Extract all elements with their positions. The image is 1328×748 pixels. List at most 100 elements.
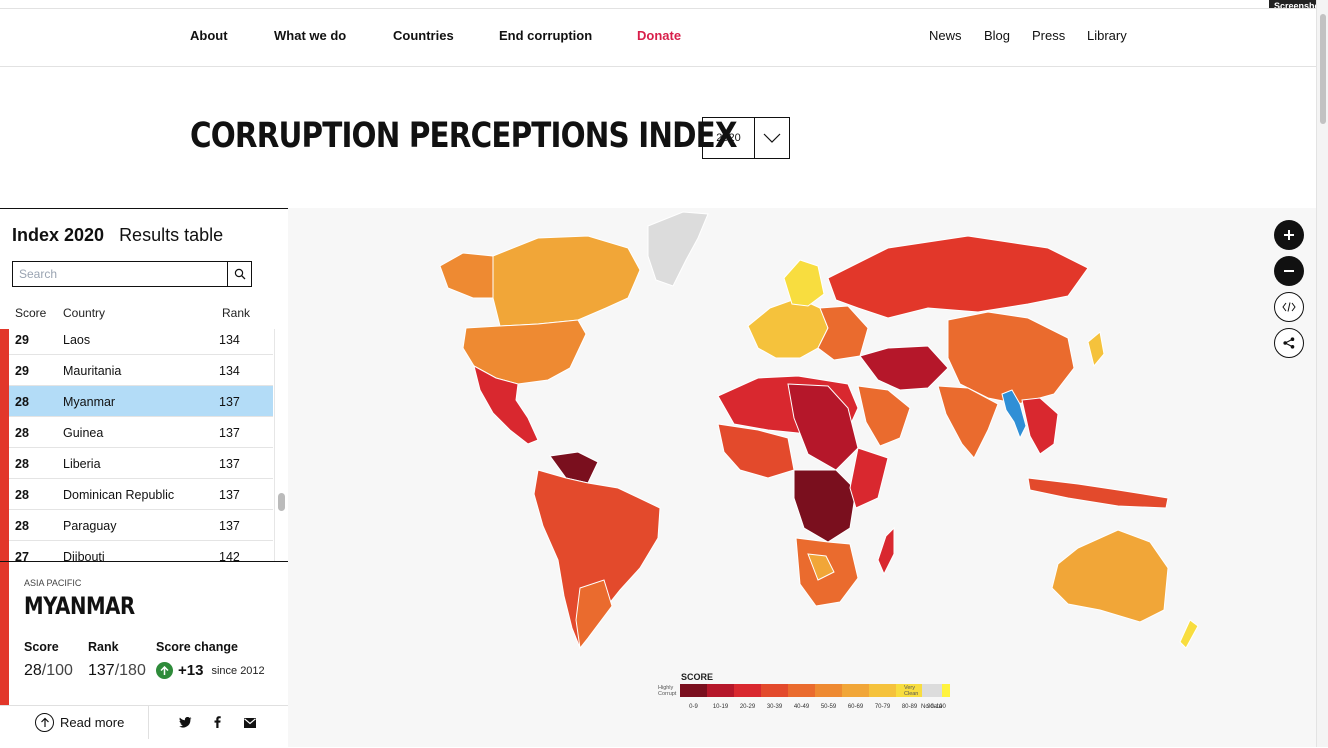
results-list: 29 Laos 134 29 Mauritania 134 28 Myanmar 137 2…: [0, 329, 288, 561]
twitter-icon[interactable]: [179, 715, 192, 733]
year-select-value: 2020: [703, 118, 755, 158]
table-row[interactable]: 28 Dominican Republic 137: [9, 479, 273, 510]
legend-swatch: [869, 684, 896, 697]
nav-countries[interactable]: Countries: [393, 28, 454, 43]
detail-footer: Read more: [0, 705, 288, 739]
page-title: CORRUPTION PERCEPTIONS INDEX: [190, 116, 738, 156]
results-panel: Index 2020 Results table Score Country R…: [0, 208, 288, 747]
table-row[interactable]: 27 Djibouti 142: [9, 541, 273, 561]
score-change-since: since 2012: [211, 664, 265, 677]
table-row[interactable]: 28 Liberia 137: [9, 448, 273, 479]
legend-swatch: [815, 684, 842, 697]
score-label: Score: [24, 640, 59, 654]
share-button[interactable]: [1274, 328, 1304, 358]
legend-swatch: [680, 684, 707, 697]
zoom-out-button[interactable]: [1274, 256, 1304, 286]
map-region-china: [947, 311, 1075, 405]
page-scrollbar-thumb[interactable]: [1320, 14, 1326, 124]
map-region-new-zealand: [1179, 619, 1199, 649]
legend-tick-label: 90-100: [927, 704, 946, 710]
map-region-mexico: [473, 365, 539, 445]
score-change-value: +13: [178, 662, 204, 679]
legend-swatch: [707, 684, 734, 697]
read-more-label: Read more: [60, 715, 125, 730]
nav-end-corruption[interactable]: End corruption: [499, 28, 593, 43]
list-scrollbar-thumb[interactable]: [278, 493, 285, 511]
legend-swatch: [842, 684, 869, 697]
map-region-libya-sudan: [787, 383, 859, 471]
main-nav: About What we do Countries End corruptio…: [0, 8, 1316, 67]
nav-news[interactable]: News: [929, 28, 962, 43]
map-region-russia: [827, 235, 1089, 319]
map-region-madagascar: [877, 526, 895, 576]
nav-about[interactable]: About: [190, 28, 228, 43]
facebook-icon[interactable]: [214, 715, 221, 733]
code-icon: [1282, 302, 1296, 312]
map-region-indonesia: [1027, 477, 1169, 509]
choropleth-map[interactable]: [288, 208, 1316, 668]
legend-swatch: [734, 684, 761, 697]
zoom-in-button[interactable]: [1274, 220, 1304, 250]
search-button[interactable]: [227, 262, 251, 286]
nav-press[interactable]: Press: [1032, 28, 1066, 43]
legend-ticks: 0-9 10-19 20-29 30-39 40-49 50-59 60-69 70-79 80…: [680, 704, 950, 710]
nav-what-we-do[interactable]: What we do: [274, 28, 347, 43]
region-label: ASIA PACIFIC: [24, 578, 82, 588]
table-row[interactable]: 29 Laos 134: [9, 329, 273, 355]
map-region-middle-east: [859, 345, 949, 391]
world-map[interactable]: SCORE Highly Corrupt Very Clean 0-9 10-19 20…: [288, 208, 1316, 747]
map-region-western-europe: [747, 297, 829, 359]
email-icon[interactable]: [244, 715, 256, 733]
footer-divider: [148, 706, 149, 739]
legend-no-data-label: No data: [921, 704, 943, 710]
legend-swatch: [788, 684, 815, 697]
map-region-greenland: [647, 211, 709, 287]
map-region-east-africa: [849, 447, 889, 509]
map-region-scandinavia: [783, 259, 825, 307]
map-region-chile: [575, 579, 613, 650]
nav-library[interactable]: Library: [1087, 28, 1127, 43]
plus-icon: [1284, 230, 1294, 240]
legend-no-data-swatch: [922, 684, 942, 697]
table-row[interactable]: 29 Mauritania 134: [9, 355, 273, 386]
table-row[interactable]: 28 Paraguay 137: [9, 510, 273, 541]
country-search: [12, 261, 252, 287]
rank-label: Rank: [88, 640, 119, 654]
column-header-rank[interactable]: Rank: [222, 306, 251, 320]
map-region-west-africa: [717, 423, 795, 479]
table-row[interactable]: 28 Guinea 137: [9, 417, 273, 448]
legend-tick-label: 30-39: [766, 704, 783, 710]
search-input[interactable]: [13, 262, 227, 286]
map-region-australia: [1051, 529, 1169, 623]
map-region-japan: [1087, 331, 1105, 368]
read-more-link[interactable]: Read more: [35, 713, 124, 732]
tab-results-table[interactable]: Results table: [119, 225, 224, 245]
embed-button[interactable]: [1274, 292, 1304, 322]
map-region-india: [937, 385, 999, 459]
legend-swatch: [761, 684, 788, 697]
table-row-selected[interactable]: 28 Myanmar 137: [9, 386, 273, 417]
page-scrollbar[interactable]: [1316, 0, 1328, 747]
map-region-canada: [492, 235, 641, 327]
map-region-alaska: [439, 252, 497, 299]
legend-tick-label: 0-9: [689, 704, 698, 710]
search-icon: [234, 268, 245, 280]
minus-icon: [1284, 270, 1294, 272]
legend-tick-label: 80-89: [901, 704, 918, 710]
column-header-score[interactable]: Score: [15, 306, 47, 320]
list-scrollbar[interactable]: [274, 329, 288, 561]
map-region-myanmar: [1001, 389, 1027, 440]
column-header-country[interactable]: Country: [63, 306, 106, 320]
legend-tick-label: 20-29: [739, 704, 756, 710]
score-color-bar: [0, 562, 9, 706]
top-strip: [0, 0, 1316, 8]
tab-index[interactable]: Index 2020: [12, 225, 105, 245]
score-change: +13 since 2012: [156, 662, 265, 679]
nav-blog[interactable]: Blog: [984, 28, 1011, 43]
nav-donate[interactable]: Donate: [637, 28, 682, 43]
map-region-eastern-europe: [817, 305, 869, 361]
map-region-botswana: [807, 553, 835, 581]
map-region-southeast-asia: [1021, 397, 1059, 455]
year-select[interactable]: 2020: [702, 117, 790, 159]
arrow-up-icon: [156, 662, 173, 679]
